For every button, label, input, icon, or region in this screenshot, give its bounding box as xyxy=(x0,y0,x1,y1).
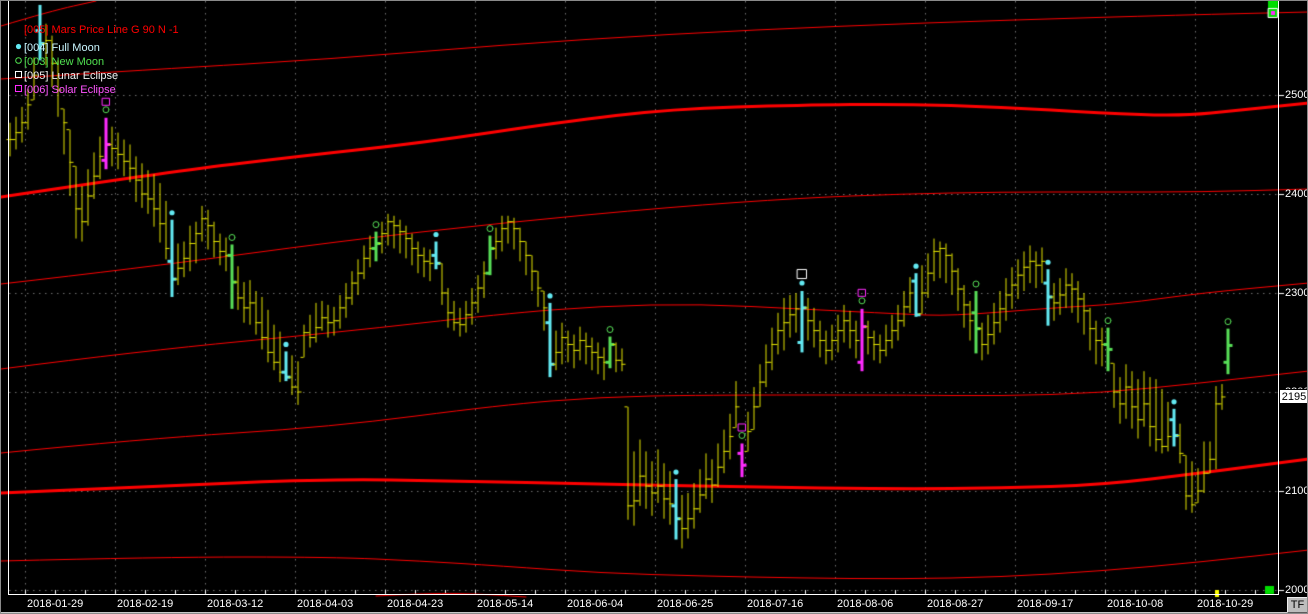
date-axis-label: 2018-05-14 xyxy=(477,598,534,610)
date-axis-label: 2018-09-17 xyxy=(1017,598,1074,610)
legend-item-label: [003] New Moon xyxy=(24,56,105,68)
legend-item-label: [004] Full Moon xyxy=(24,42,100,54)
legend-item-new-moon: [003] New Moon xyxy=(14,55,179,69)
price-axis-label: 2000 xyxy=(1285,584,1308,596)
window-bottom-bevel xyxy=(1,612,1307,613)
timeframe-button[interactable]: TF xyxy=(1287,597,1307,613)
date-axis-label: 2018-08-06 xyxy=(837,598,894,610)
date-axis-label: 2018-08-27 xyxy=(927,598,984,610)
legend-item-full-moon: [004] Full Moon xyxy=(14,41,179,55)
plot-left-border xyxy=(8,1,9,594)
legend-item-label: [005] Lunar Eclipse xyxy=(24,70,119,82)
indicator-legend: [005] Mars Price Line G 90 N -1 [004] Ful… xyxy=(14,23,179,97)
date-axis-label: 2018-07-16 xyxy=(747,598,804,610)
price-axis-label: 2300 xyxy=(1285,287,1308,299)
legend-item-mars-price-line: [005] Mars Price Line G 90 N -1 xyxy=(14,23,179,37)
full-moon-icon xyxy=(14,41,24,55)
date-axis-label: 2018-02-19 xyxy=(117,598,174,610)
legend-item-label: [005] Mars Price Line G 90 N -1 xyxy=(24,24,179,36)
legend-item-label: [006] Solar Eclipse xyxy=(24,84,116,96)
price-axis-label: 2400 xyxy=(1285,188,1308,200)
price-axis[interactable]: 250024002300220021002000 xyxy=(1279,1,1308,596)
date-axis-label: 2018-03-12 xyxy=(207,598,264,610)
date-axis-label: 2018-06-04 xyxy=(567,598,624,610)
date-axis-label: 2018-01-29 xyxy=(27,598,84,610)
last-price-badge: 2195 xyxy=(1279,388,1307,404)
legend-item-solar-eclipse: [006] Solar Eclipse xyxy=(14,83,179,97)
plot-right-border xyxy=(1278,1,1279,594)
date-axis-label: 2018-06-25 xyxy=(657,598,714,610)
date-axis-label: 2018-04-23 xyxy=(387,598,444,610)
legend-item-lunar-eclipse: [005] Lunar Eclipse xyxy=(14,69,179,83)
time-axis[interactable]: 2018-01-29 2018-02-19 2018-03-12 2018-04-03… xyxy=(1,595,1307,613)
price-axis-label: 2500 xyxy=(1285,89,1308,101)
new-moon-icon xyxy=(14,55,24,69)
date-axis-label: 2018-04-03 xyxy=(297,598,354,610)
solar-eclipse-icon xyxy=(14,83,24,97)
date-axis-label: 2018-10-29 xyxy=(1197,598,1254,610)
price-axis-label: 2100 xyxy=(1285,485,1308,497)
lunar-eclipse-icon xyxy=(14,69,24,83)
time-axis-line xyxy=(8,594,1279,595)
date-axis-label: 2018-10-08 xyxy=(1107,598,1164,610)
